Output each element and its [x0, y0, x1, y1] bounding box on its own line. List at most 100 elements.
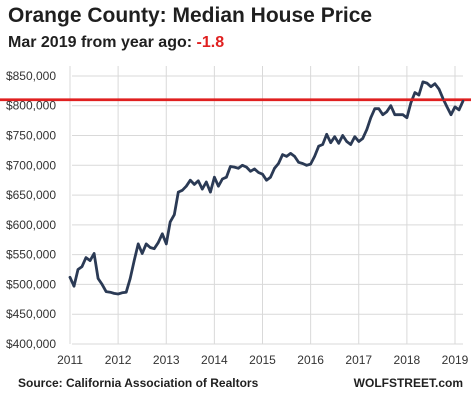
y-tick-label: $450,000 — [6, 307, 56, 321]
data-point — [173, 213, 176, 216]
data-point — [129, 277, 132, 280]
subtitle-text: Mar 2019 from year ago: — [8, 34, 197, 51]
y-tick-label: $650,000 — [6, 188, 56, 202]
data-point — [193, 183, 196, 186]
data-point — [229, 165, 232, 168]
y-tick-label: $850,000 — [6, 69, 56, 83]
data-point — [181, 189, 184, 192]
data-point — [417, 93, 421, 97]
x-tick-label: 2014 — [201, 353, 228, 367]
data-point — [80, 265, 84, 268]
y-tick-label: $700,000 — [6, 158, 56, 172]
data-point — [92, 252, 96, 255]
subtitle-change-value: -1.8 — [196, 34, 225, 51]
chart-title: Orange County: Median House Price — [8, 4, 373, 27]
x-tick-label: 2018 — [394, 353, 421, 367]
data-point — [353, 135, 356, 138]
data-point — [333, 135, 336, 138]
data-point — [157, 241, 160, 244]
chart-subtitle: Mar 2019 from year ago: -1.8 — [8, 34, 224, 52]
data-point — [277, 162, 280, 165]
data-point — [72, 285, 76, 288]
data-point — [361, 137, 364, 140]
data-point — [301, 162, 304, 165]
x-tick-label: 2019 — [442, 353, 469, 367]
y-tick-label: $750,000 — [6, 129, 56, 143]
data-point — [209, 190, 212, 194]
data-point — [253, 167, 256, 171]
data-point — [116, 292, 120, 296]
data-point — [453, 105, 457, 109]
data-point — [112, 292, 116, 295]
data-point — [205, 180, 208, 184]
data-point — [133, 259, 136, 262]
data-point — [369, 116, 372, 119]
data-point — [217, 185, 220, 188]
x-tick-label: 2017 — [345, 353, 372, 367]
x-tick-label: 2013 — [153, 353, 180, 367]
data-point — [165, 242, 168, 246]
data-point — [305, 164, 308, 167]
point-layer — [68, 80, 465, 296]
data-point — [349, 143, 352, 146]
data-point — [68, 276, 72, 279]
data-point — [337, 142, 340, 145]
source-note: Source: California Association of Realto… — [18, 376, 259, 390]
data-point — [309, 162, 312, 166]
data-point — [457, 108, 461, 112]
data-point — [153, 247, 156, 250]
y-tick-label: $400,000 — [6, 337, 56, 351]
data-point — [185, 185, 188, 188]
data-point — [317, 145, 320, 148]
data-point — [293, 155, 296, 158]
data-point — [281, 153, 284, 156]
data-point — [96, 277, 100, 280]
data-point — [449, 113, 453, 116]
x-tick-label: 2011 — [57, 353, 83, 367]
data-point — [213, 176, 216, 179]
data-point — [108, 291, 112, 294]
y-tick-label: $550,000 — [6, 248, 56, 262]
data-point — [84, 256, 88, 259]
data-point — [261, 173, 264, 176]
data-point — [245, 165, 248, 169]
y-tick-label: $600,000 — [6, 218, 56, 232]
data-point — [273, 167, 276, 170]
data-point — [425, 81, 429, 85]
data-point — [177, 190, 180, 194]
data-point — [241, 164, 244, 167]
data-point — [357, 140, 360, 143]
x-tick-label: 2016 — [297, 353, 324, 367]
x-tick-label: 2015 — [249, 353, 276, 367]
data-point — [141, 252, 144, 255]
data-point — [401, 113, 405, 116]
data-point — [377, 107, 380, 110]
data-point — [365, 128, 368, 131]
data-point — [445, 105, 449, 109]
data-point — [313, 155, 316, 158]
data-point — [373, 107, 376, 110]
data-point — [325, 133, 328, 136]
data-point — [197, 179, 200, 182]
data-point — [76, 268, 80, 271]
data-point — [225, 176, 228, 179]
gridlines — [69, 66, 463, 345]
data-point — [433, 82, 437, 85]
data-point — [461, 99, 465, 103]
data-point — [237, 167, 240, 170]
data-point — [321, 143, 324, 146]
data-point — [429, 85, 433, 88]
data-point — [289, 152, 292, 155]
y-tick-label: $500,000 — [6, 277, 56, 291]
data-point — [265, 179, 268, 182]
data-point — [297, 161, 300, 164]
data-point — [104, 290, 108, 293]
data-point — [189, 179, 192, 182]
data-point — [437, 87, 441, 91]
data-point — [413, 91, 417, 94]
data-point — [233, 165, 236, 169]
data-point — [161, 232, 164, 235]
data-point — [257, 171, 260, 174]
data-point — [120, 291, 124, 294]
